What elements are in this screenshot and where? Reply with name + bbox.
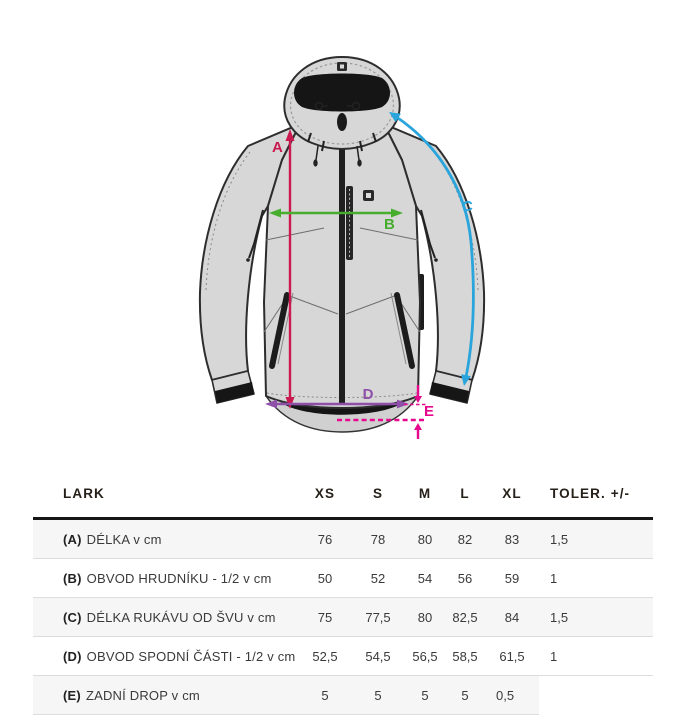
cell-value: 61,5 [485, 636, 539, 676]
cell-value: 83 [485, 518, 539, 559]
row-key: (B) [63, 570, 82, 586]
col-header-s: S [351, 470, 405, 520]
label-a: A [272, 139, 283, 156]
cell-value: 5 [405, 675, 445, 715]
size-table: LARK XS S M L XL TOLER. +/- (A) DÉLKA v c… [33, 470, 653, 715]
cell-value: 56,5 [405, 636, 445, 676]
hood-opening [294, 73, 390, 112]
left-pit-zip [248, 209, 264, 259]
label-b: B [384, 216, 395, 233]
cell-value: 82,5 [445, 597, 485, 637]
right-pit-zip [420, 209, 436, 259]
measurement-d-hem: D [265, 386, 409, 409]
cell-value: 5 [351, 675, 405, 715]
jacket-left-sleeve [198, 123, 301, 404]
label-c: C [462, 198, 473, 215]
cell-tolerance: 1 [539, 558, 653, 598]
col-header-l: L [445, 470, 485, 520]
table-row-a: (A) DÉLKA v cm 76 78 80 82 83 1,5 [33, 518, 653, 559]
cell-tolerance: 1,5 [539, 518, 653, 559]
table-row-b: (B) OBVOD HRUDNÍKU - 1/2 v cm 50 52 54 56… [33, 558, 653, 598]
jacket-hood [283, 55, 401, 167]
cell-tolerance: 1,5 [539, 597, 653, 637]
cell-value: 78 [351, 518, 405, 559]
col-header-tolerance: TOLER. +/- [539, 470, 653, 520]
cell-tolerance: 0,5 [485, 675, 539, 715]
col-header-m: M [405, 470, 445, 520]
row-label: ZADNÍ DROP v cm [85, 687, 200, 703]
right-pocket-flap [390, 292, 407, 365]
row-key: (C) [63, 609, 82, 625]
measurement-b-chest: B [269, 208, 403, 233]
cell-value: 58,5 [445, 636, 485, 676]
jacket-right-sleeve [383, 123, 486, 404]
cell-value: 75 [299, 597, 351, 637]
row-label: DÉLKA v cm [86, 531, 162, 547]
table-row-c: (C) DÉLKA RUKÁVU OD ŠVU v cm 75 77,5 80 8… [33, 597, 653, 637]
jacket-measurement-diagram: A B C D [198, 55, 486, 439]
cell-value: 54,5 [351, 636, 405, 676]
cell-value: 59 [485, 558, 539, 598]
table-row-d: (D) OBVOD SPODNÍ ČÁSTI - 1/2 v cm 52,5 54… [33, 636, 653, 676]
row-key: (E) [63, 687, 81, 703]
cell-value: 5 [299, 675, 351, 715]
jacket-illustration: A B C D [198, 55, 486, 439]
cell-value: 80 [405, 597, 445, 637]
row-label: DÉLKA RUKÁVU OD ŠVU v cm [86, 609, 276, 625]
chest-pocket-zipper [346, 186, 353, 260]
cell-value: 82 [445, 518, 485, 559]
cell-value: 56 [445, 558, 485, 598]
main-zipper [339, 128, 345, 404]
measurement-e-back-drop: E [337, 385, 434, 439]
row-label: OBVOD HRUDNÍKU - 1/2 v cm [86, 570, 272, 586]
row-key: (D) [63, 648, 82, 664]
row-key: (A) [63, 531, 82, 547]
measurement-a-length: A [272, 129, 295, 409]
product-name: LARK [33, 470, 299, 520]
table-row-e: (E) ZADNÍ DROP v cm 5 5 5 5 0,5 [33, 675, 653, 715]
size-table-section: LARK XS S M L XL TOLER. +/- (A) DÉLKA v c… [33, 470, 653, 715]
left-pocket-zipper [269, 292, 290, 369]
cell-value: 52,5 [299, 636, 351, 676]
right-pocket-zipper [394, 292, 415, 369]
cell-value: 80 [405, 518, 445, 559]
cell-value: 54 [405, 558, 445, 598]
cell-tolerance: 1 [539, 636, 653, 676]
col-header-xs: XS [299, 470, 351, 520]
col-header-xl: XL [485, 470, 539, 520]
table-header-row: LARK XS S M L XL TOLER. +/- [33, 470, 653, 520]
row-label: OBVOD SPODNÍ ČÁSTI - 1/2 v cm [86, 648, 296, 664]
cell-value: 76 [299, 518, 351, 559]
measurement-c-sleeve: C [389, 112, 475, 386]
cell-value: 5 [445, 675, 485, 715]
zipper-garage [337, 113, 347, 131]
cell-value: 84 [485, 597, 539, 637]
label-d: D [363, 386, 374, 403]
cell-value: 50 [299, 558, 351, 598]
cell-value: 52 [351, 558, 405, 598]
jacket-torso [246, 123, 438, 409]
label-e: E [424, 403, 434, 420]
cell-value: 77,5 [351, 597, 405, 637]
